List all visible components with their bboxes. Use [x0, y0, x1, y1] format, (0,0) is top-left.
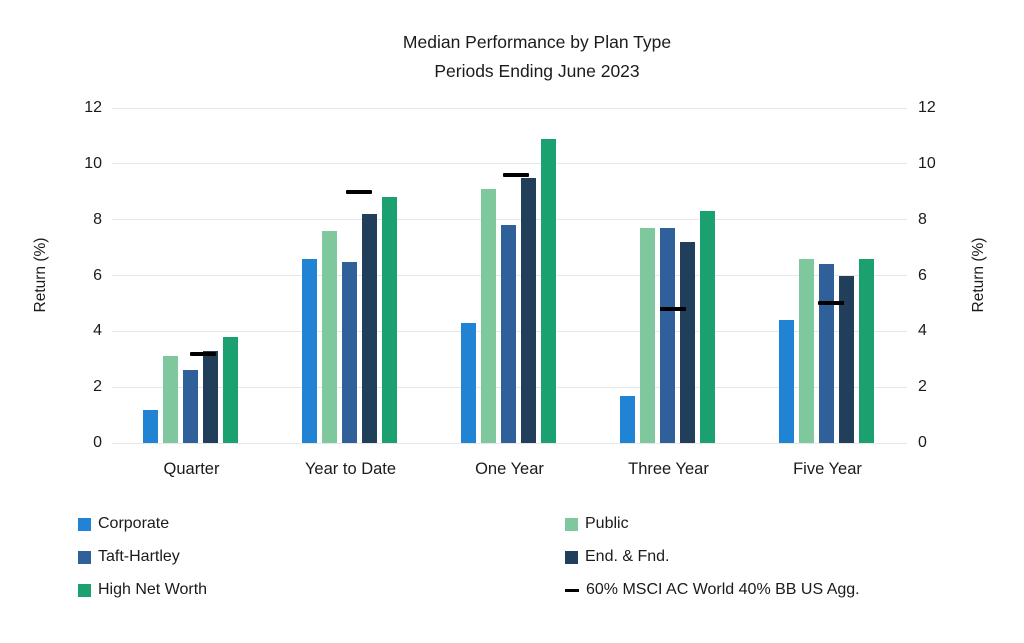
x-label-year-to-date: Year to Date — [304, 460, 397, 478]
bar-high-net-worth-5 — [859, 258, 874, 443]
bar-end-fnd--1 — [203, 350, 218, 443]
corporate-swatch-icon — [78, 517, 91, 531]
y-tick-left-10: 10 — [84, 154, 102, 172]
bar-high-net-worth-2 — [382, 197, 397, 443]
bar-end-fnd--4 — [680, 242, 695, 443]
bar-group-five-year — [748, 108, 907, 443]
benchmark-dash-3 — [502, 173, 529, 177]
bar-public-5 — [799, 258, 814, 443]
legend-item-benchmark: 60% MSCI AC World 40% BB US Agg. — [565, 580, 860, 600]
taft-hartley-swatch-icon — [78, 550, 91, 564]
bar-corporate-5 — [779, 320, 794, 443]
bar-public-2 — [322, 230, 337, 443]
legend-item-public: Public — [565, 514, 629, 534]
y-tick-left-0: 0 — [93, 434, 102, 451]
legend-label-end-fnd-: End. & Fnd. — [585, 548, 670, 565]
bar-corporate-1 — [143, 409, 158, 443]
bar-group-year-to-date — [271, 108, 430, 443]
benchmark-dash-4 — [659, 307, 686, 311]
gridline-0 — [112, 442, 907, 444]
bar-group-quarter — [112, 108, 271, 443]
bar-taft-hartley-5 — [819, 264, 834, 443]
y-axis-title-left: Return (%) — [32, 237, 49, 313]
y-tick-right-4: 4 — [918, 322, 927, 340]
high-net-worth-swatch-icon — [78, 583, 91, 597]
legend-label-high-net-worth: High Net Worth — [98, 581, 208, 598]
y-tick-right-6: 6 — [918, 266, 927, 284]
benchmark-dash-5 — [817, 301, 844, 306]
x-label-quarter: Quarter — [163, 460, 220, 478]
bar-corporate-3 — [461, 322, 476, 443]
bar-high-net-worth-4 — [700, 211, 715, 443]
public-swatch-icon — [565, 517, 578, 531]
bar-end-fnd--2 — [362, 214, 377, 443]
legend-item-end-fnd-: End. & Fnd. — [565, 547, 670, 567]
bar-taft-hartley-1 — [183, 370, 198, 443]
x-label-one-year: One Year — [475, 460, 544, 478]
y-tick-left-12: 12 — [84, 99, 102, 116]
legend-item-corporate: Corporate — [78, 514, 169, 534]
y-tick-right-2: 2 — [918, 378, 927, 396]
chart-title: Median Performance by Plan Type — [402, 32, 672, 52]
y-tick-left-8: 8 — [93, 210, 102, 228]
y-tick-right-12: 12 — [918, 99, 936, 116]
bar-group-one-year — [430, 108, 589, 443]
bar-corporate-2 — [302, 258, 317, 443]
bar-taft-hartley-3 — [501, 225, 516, 443]
benchmark-dash-icon — [565, 588, 579, 592]
plot-area — [112, 107, 907, 444]
y-tick-left-6: 6 — [93, 266, 102, 284]
x-label-five-year: Five Year — [793, 460, 862, 478]
bar-public-1 — [163, 356, 178, 443]
y-tick-left-4: 4 — [93, 322, 102, 340]
bar-high-net-worth-1 — [223, 336, 238, 443]
benchmark-dash-2 — [345, 189, 372, 194]
bar-end-fnd--3 — [521, 177, 536, 443]
legend-label-benchmark: 60% MSCI AC World 40% BB US Agg. — [586, 581, 860, 598]
gridline-12 — [112, 107, 907, 109]
chart-title-block: Median Performance by Plan Type Periods … — [112, 28, 962, 86]
y-tick-right-0: 0 — [918, 434, 927, 451]
gridline-10 — [112, 163, 907, 165]
gridline-8 — [112, 219, 907, 221]
bar-public-3 — [481, 188, 496, 443]
legend-label-taft-hartley: Taft-Hartley — [98, 548, 180, 565]
legend-label-public: Public — [585, 515, 629, 532]
y-axis-title-right: Return (%) — [970, 237, 987, 313]
y-tick-left-2: 2 — [93, 378, 102, 396]
bar-corporate-4 — [620, 395, 635, 443]
y-tick-right-10: 10 — [918, 154, 936, 172]
y-tick-right-8: 8 — [918, 210, 927, 228]
x-label-three-year: Three Year — [628, 460, 709, 478]
bar-public-4 — [640, 228, 655, 443]
bar-group-three-year — [589, 108, 748, 443]
legend-item-high-net-worth: High Net Worth — [78, 580, 207, 600]
end-fnd--swatch-icon — [565, 550, 578, 564]
legend-label-corporate: Corporate — [98, 515, 170, 532]
legend-item-taft-hartley: Taft-Hartley — [78, 547, 180, 567]
benchmark-dash-1 — [189, 351, 216, 356]
bar-taft-hartley-2 — [342, 261, 357, 443]
bar-high-net-worth-3 — [541, 138, 556, 443]
bar-end-fnd--5 — [839, 275, 854, 443]
chart-subtitle: Periods Ending June 2023 — [434, 61, 640, 81]
bar-taft-hartley-4 — [660, 228, 675, 443]
